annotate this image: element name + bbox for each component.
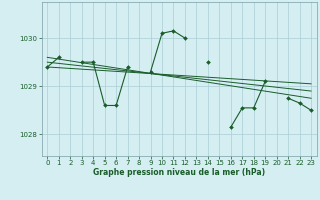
X-axis label: Graphe pression niveau de la mer (hPa): Graphe pression niveau de la mer (hPa) — [93, 168, 265, 177]
